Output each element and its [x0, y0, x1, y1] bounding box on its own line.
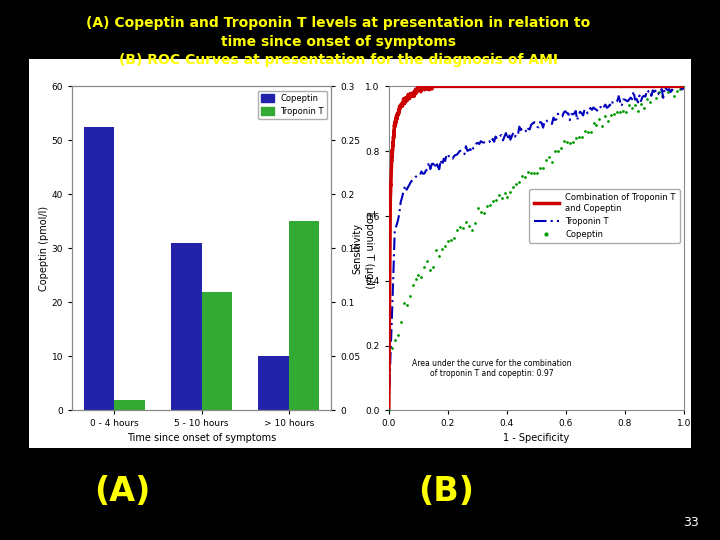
X-axis label: 1 - Specificity: 1 - Specificity — [503, 433, 570, 443]
Bar — [84, 127, 114, 410]
Text: (B): (B) — [418, 475, 474, 508]
Text: 33: 33 — [683, 516, 698, 529]
Text: Area under the curve for the combination
of troponin T and copeptin: 0.97: Area under the curve for the combination… — [413, 359, 572, 378]
Bar — [258, 356, 289, 410]
Bar — [289, 221, 320, 410]
Bar — [202, 292, 232, 410]
Y-axis label: Sensitivity: Sensitivity — [353, 223, 363, 274]
Text: (A): (A) — [94, 475, 150, 508]
Y-axis label: Troponin T (µg/l): Troponin T (µg/l) — [364, 208, 374, 288]
Y-axis label: Copeptin (pmol/l): Copeptin (pmol/l) — [39, 206, 49, 291]
Bar — [114, 400, 145, 410]
Bar — [171, 243, 202, 410]
Legend: Combination of Troponin T
and Copeptin, Troponin T, Copeptin: Combination of Troponin T and Copeptin, … — [529, 189, 680, 243]
Text: (A) Copeptin and Troponin T levels at presentation in relation to
time since ons: (A) Copeptin and Troponin T levels at pr… — [86, 16, 590, 67]
X-axis label: Time since onset of symptoms: Time since onset of symptoms — [127, 433, 276, 443]
Legend: Copeptin, Troponin T: Copeptin, Troponin T — [258, 91, 327, 119]
